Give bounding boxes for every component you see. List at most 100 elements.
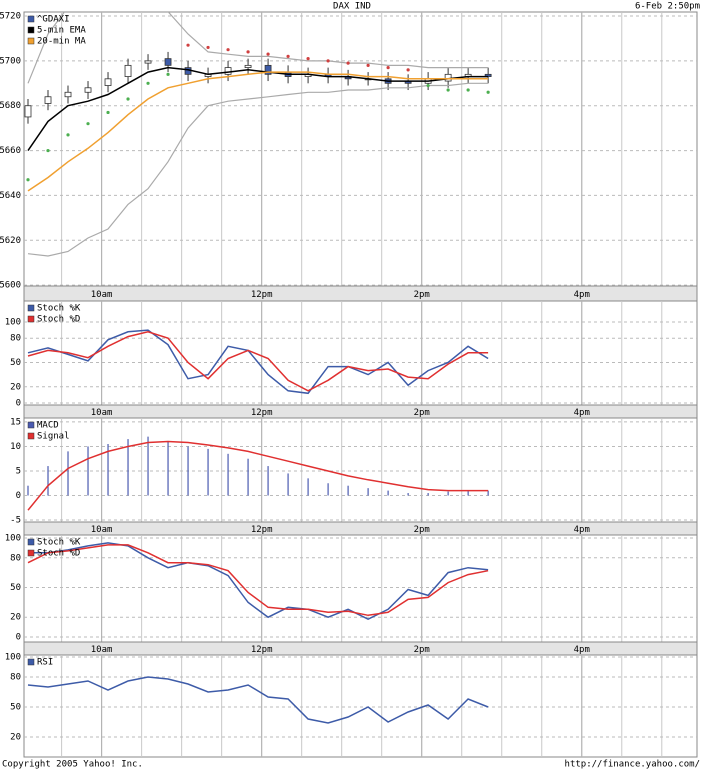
legend-swatch (27, 26, 35, 34)
x-tick-label: 2pm (414, 290, 430, 300)
panel (23, 654, 698, 758)
x-tick-label: 4pm (574, 408, 590, 418)
sar-dot (66, 133, 70, 137)
y-tick-label: 5 (16, 466, 21, 476)
y-tick-label: 20 (10, 382, 21, 392)
candle-body (24, 105, 32, 118)
y-tick-label: 100 (5, 533, 21, 543)
legend-label: RSI (37, 658, 53, 668)
x-tick-label: 12pm (251, 290, 273, 300)
sar-dot (306, 57, 310, 61)
legend-label: 20-min MA (37, 37, 86, 47)
series-line (27, 12, 489, 84)
y-tick-label: 5600 (0, 281, 21, 291)
series-line (27, 676, 489, 724)
legend-label: MACD (37, 421, 59, 431)
candle-body (44, 96, 52, 104)
x-tick-label: 2pm (414, 645, 430, 655)
plot (24, 535, 697, 642)
y-tick-label: 20 (10, 613, 21, 623)
y-tick-label: 5620 (0, 236, 21, 246)
sar-dot (486, 90, 490, 94)
sar-dot (286, 54, 290, 58)
sar-dot (206, 45, 210, 50)
series-line (27, 82, 489, 257)
sar-dot (126, 97, 130, 101)
legend-label: Stoch %D (37, 315, 80, 325)
y-tick-label: 5640 (0, 191, 21, 201)
x-tick-label: 10am (91, 290, 113, 300)
legend-label: Stoch %D (37, 549, 80, 559)
legend-swatch (27, 432, 35, 440)
y-tick-label: 50 (10, 583, 21, 593)
candle-body (124, 64, 132, 77)
series-line (27, 71, 489, 192)
y-tick-label: 0 (16, 398, 21, 408)
x-tick-label: 10am (91, 408, 113, 418)
sar-dot (166, 72, 170, 76)
sar-dot (426, 83, 430, 88)
sar-dot (406, 68, 410, 72)
time-strip (23, 521, 698, 536)
panel (23, 534, 698, 643)
y-tick-label: 50 (10, 703, 21, 713)
sar-dot (186, 43, 190, 47)
sar-dot (466, 88, 470, 92)
series-line (28, 542, 489, 621)
y-tick-label: 100 (5, 653, 21, 663)
legend-swatch (27, 37, 35, 45)
series-line (27, 66, 489, 152)
chart-date: 6-Feb 2:50pm (635, 2, 700, 12)
sar-dot (346, 61, 350, 65)
sar-dot (226, 48, 230, 52)
source-url: http://finance.yahoo.com/ (565, 760, 700, 770)
copyright: Copyright 2005 Yahoo! Inc. (2, 760, 143, 770)
y-tick-label: 80 (10, 334, 21, 344)
candle-body (104, 78, 112, 86)
y-tick-label: 15 (10, 417, 21, 427)
series-line (27, 329, 489, 395)
sar-dot (246, 50, 250, 54)
legend-label: ^GDAXI (37, 15, 70, 25)
candle-body (244, 64, 252, 69)
plot (24, 655, 697, 757)
y-tick-label: 80 (10, 553, 21, 563)
legend-swatch (27, 15, 35, 23)
x-tick-label: 10am (91, 645, 113, 655)
legend-swatch (27, 421, 35, 429)
y-tick-label: 0 (16, 491, 21, 501)
x-tick-label: 10am (91, 525, 113, 535)
time-strip (23, 404, 698, 419)
legend-swatch (27, 304, 35, 312)
x-tick-label: 2pm (414, 525, 430, 535)
plot (24, 301, 697, 405)
plot (24, 418, 697, 522)
y-tick-label: 0 (16, 633, 21, 643)
sar-dot (86, 122, 90, 126)
y-tick-label: 50 (10, 358, 21, 368)
time-strip (23, 285, 698, 302)
time-strip (23, 641, 698, 656)
candle-body (484, 73, 492, 77)
sar-dot (326, 59, 330, 63)
legend-label: Stoch %K (37, 538, 81, 548)
candle-body (264, 64, 272, 75)
chart-title: DAX IND (333, 2, 371, 12)
y-tick-label: 20 (10, 733, 21, 743)
series-line (27, 331, 489, 392)
series-line (27, 440, 489, 511)
candle-body (84, 87, 92, 93)
y-tick-label: 5680 (0, 101, 21, 111)
sar-dot (26, 178, 30, 182)
legend-swatch (27, 538, 35, 546)
panel (23, 417, 698, 523)
y-tick-label: 100 (5, 318, 21, 328)
x-tick-label: 4pm (574, 290, 590, 300)
panel (23, 11, 698, 287)
y-tick-label: 5700 (0, 56, 21, 66)
sar-dot (106, 110, 110, 115)
candle-body (224, 67, 232, 75)
x-tick-label: 2pm (414, 408, 430, 418)
legend-label: Stoch %K (37, 304, 81, 314)
